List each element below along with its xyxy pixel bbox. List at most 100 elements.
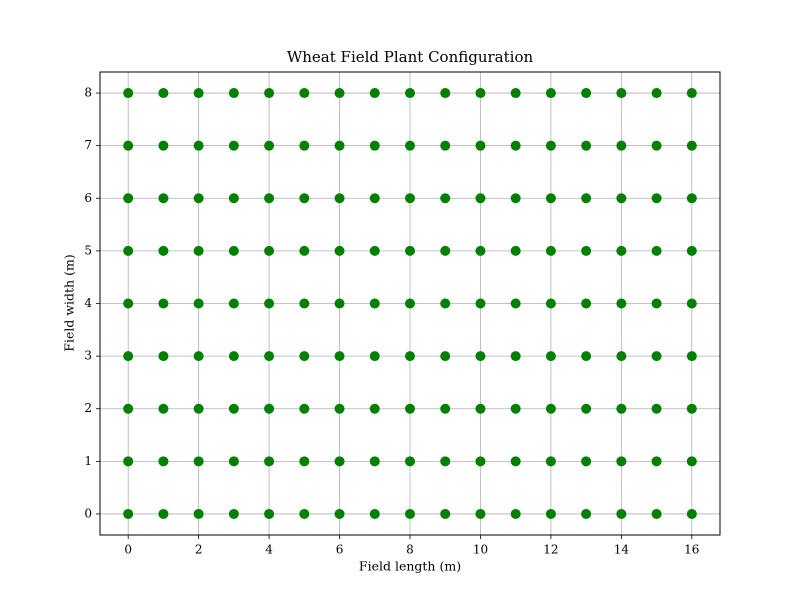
y-tick-label: 1 [84, 454, 92, 468]
point [193, 245, 204, 256]
point [334, 140, 345, 151]
point [228, 88, 239, 99]
point [581, 193, 592, 204]
point [264, 351, 275, 362]
point [264, 508, 275, 519]
point [686, 351, 697, 362]
point [545, 245, 556, 256]
point [158, 508, 169, 519]
point [475, 140, 486, 151]
point [334, 351, 345, 362]
point [264, 456, 275, 467]
point [158, 88, 169, 99]
point [616, 245, 627, 256]
point [440, 456, 451, 467]
point [264, 88, 275, 99]
point [334, 456, 345, 467]
point [123, 88, 134, 99]
point [510, 403, 521, 414]
point [440, 245, 451, 256]
point [686, 88, 697, 99]
point [651, 298, 662, 309]
point [405, 298, 415, 309]
point [264, 140, 275, 151]
point [616, 140, 627, 151]
point [158, 140, 169, 151]
point [158, 193, 169, 204]
point [158, 245, 169, 256]
point [228, 193, 239, 204]
point [334, 508, 345, 519]
point [228, 140, 239, 151]
point [475, 245, 486, 256]
point [123, 403, 134, 414]
point [193, 193, 204, 204]
point [581, 88, 592, 99]
point [475, 298, 486, 309]
y-tick-label: 3 [84, 349, 92, 363]
point [228, 245, 239, 256]
point [123, 245, 134, 256]
point [228, 351, 239, 362]
point [616, 403, 627, 414]
point [193, 298, 204, 309]
point [299, 403, 310, 414]
point [475, 456, 486, 467]
point [193, 403, 204, 414]
point [686, 193, 697, 204]
point [193, 140, 204, 151]
point [651, 456, 662, 467]
point [545, 508, 556, 519]
point [123, 351, 134, 362]
point [686, 456, 697, 467]
point [264, 298, 275, 309]
point [228, 456, 239, 467]
x-tick-label: 16 [684, 543, 699, 557]
point [405, 508, 415, 519]
point [228, 298, 239, 309]
point [228, 403, 239, 414]
point [299, 88, 310, 99]
point [158, 456, 169, 467]
y-tick-label: 4 [84, 296, 92, 310]
point [193, 508, 204, 519]
point [405, 456, 415, 467]
x-tick-label: 14 [614, 543, 630, 557]
y-tick-label: 6 [84, 191, 92, 205]
point [123, 298, 134, 309]
point [651, 403, 662, 414]
point [510, 193, 521, 204]
point [651, 508, 662, 519]
point [299, 193, 310, 204]
point [123, 193, 134, 204]
point [510, 508, 521, 519]
point [440, 298, 451, 309]
point [299, 140, 310, 151]
point [158, 298, 169, 309]
y-tick-label: 0 [84, 506, 92, 520]
point [334, 298, 345, 309]
point [581, 140, 592, 151]
point [686, 508, 697, 519]
point [686, 403, 697, 414]
plot-frame [99, 71, 721, 536]
y-tick-label: 5 [84, 243, 92, 257]
point [510, 245, 521, 256]
point [405, 351, 415, 362]
y-tick-label: 8 [84, 86, 92, 100]
point [545, 403, 556, 414]
point [158, 403, 169, 414]
point [616, 456, 627, 467]
x-axis-label: Field length (m) [359, 559, 461, 574]
point [369, 245, 380, 256]
point [545, 88, 556, 99]
point [405, 403, 415, 414]
chart-title: Wheat Field Plant Configuration [287, 48, 534, 66]
point [616, 508, 627, 519]
x-tick-label: 8 [406, 543, 414, 557]
point [581, 456, 592, 467]
point [158, 351, 169, 362]
y-axis-label: Field width (m) [62, 254, 77, 351]
x-tick-label: 0 [124, 543, 132, 557]
point [545, 140, 556, 151]
